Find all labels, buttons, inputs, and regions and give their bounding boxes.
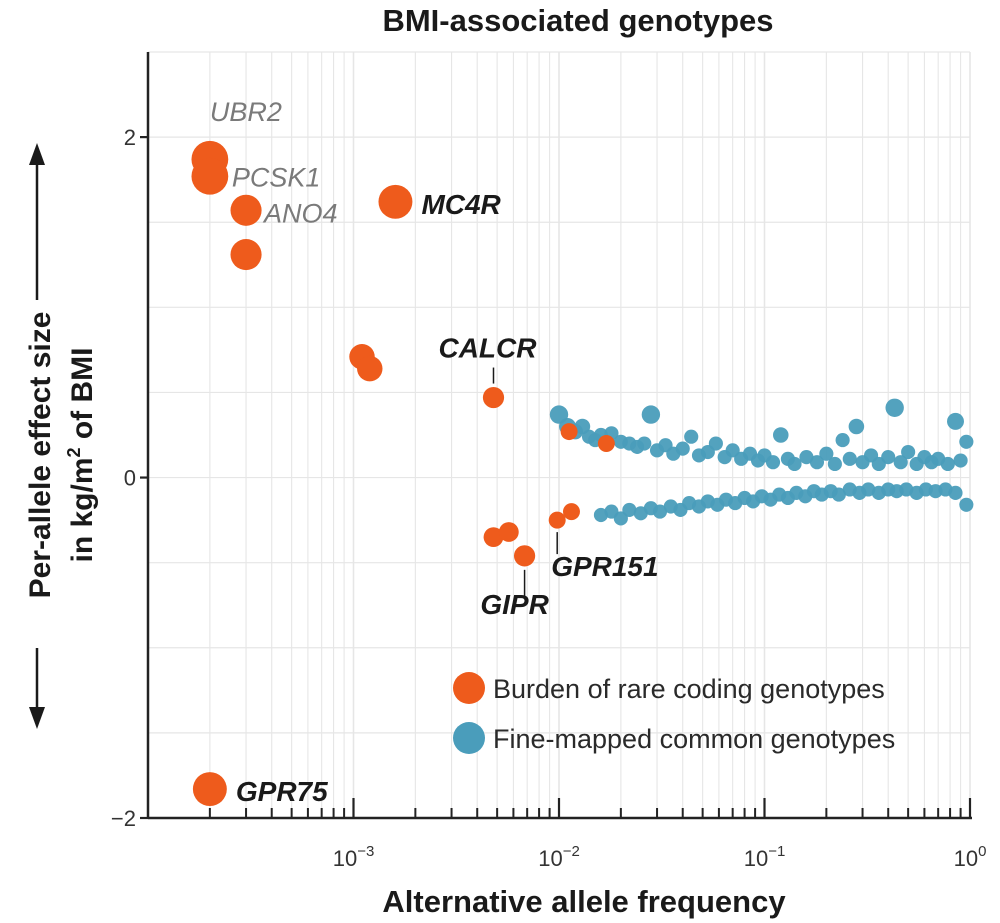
common-genotype-point bbox=[637, 436, 652, 451]
common-genotype-point bbox=[765, 455, 781, 470]
x-tick-label: 10−1 bbox=[744, 843, 786, 871]
common-genotype-point bbox=[842, 451, 857, 466]
common-genotype-point bbox=[947, 412, 964, 430]
rare-genotype-point bbox=[191, 157, 229, 195]
common-genotype-point bbox=[881, 450, 896, 465]
common-genotype-point bbox=[959, 434, 974, 449]
y-axis-ticks: 2 0 −2 bbox=[111, 125, 148, 831]
legend-marker-rare bbox=[453, 672, 485, 704]
y-axis-label-line2: in kg/m2 of BMI bbox=[64, 347, 99, 562]
common-genotype-point bbox=[959, 497, 974, 512]
y-axis-label-unit-sup: 2 bbox=[64, 447, 84, 457]
gene-label-gpr151: GPR151 bbox=[551, 551, 658, 582]
y-axis-label: Per-allele effect size in kg/m2 of BMI bbox=[24, 312, 99, 599]
rare-genotype-point bbox=[483, 527, 504, 548]
gene-label-calcr: CALCR bbox=[438, 333, 537, 364]
rare-genotype-point bbox=[230, 194, 262, 226]
gene-label-pcsk1: PCSK1 bbox=[232, 162, 321, 192]
common-genotype-point bbox=[652, 504, 668, 519]
rare-genotype-point bbox=[498, 522, 519, 542]
common-genotype-point bbox=[708, 436, 723, 451]
common-genotype-point bbox=[953, 453, 968, 468]
gene-label-ubr2: UBR2 bbox=[210, 97, 282, 127]
common-genotype-point bbox=[809, 455, 825, 470]
common-genotype-point bbox=[799, 450, 814, 465]
x-axis-ticks: 10−3 10−2 10−1 100 bbox=[208, 798, 987, 871]
common-genotype-point bbox=[893, 455, 908, 470]
x-tick-label: 10−2 bbox=[538, 843, 580, 871]
y-axis-label-unit-suffix: of BMI bbox=[66, 347, 99, 447]
rare-genotype-point bbox=[482, 386, 505, 409]
y-tick-label: −2 bbox=[111, 806, 136, 831]
common-genotype-point bbox=[675, 441, 690, 456]
common-genotype-point bbox=[622, 502, 637, 517]
y-axis-label-line1: Per-allele effect size bbox=[24, 312, 57, 599]
common-genotype-point bbox=[819, 446, 834, 461]
y-axis-label-unit: in kg/m bbox=[66, 457, 99, 562]
common-genotype-point bbox=[848, 418, 865, 435]
common-genotype-point bbox=[948, 485, 963, 500]
rare-genotype-point bbox=[513, 545, 536, 567]
rare-genotype-point bbox=[230, 239, 262, 271]
legend-label-common: Fine-mapped common genotypes bbox=[493, 724, 895, 754]
gene-label-mc4r: MC4R bbox=[421, 189, 501, 220]
rare-genotype-point bbox=[357, 355, 383, 382]
common-genotype-point bbox=[901, 444, 916, 460]
y-arrow-up bbox=[29, 143, 45, 300]
rare-genotype-point bbox=[192, 772, 227, 807]
chart-title: BMI-associated genotypes bbox=[382, 3, 773, 38]
gene-label-gipr: GIPR bbox=[480, 589, 549, 620]
common-genotype-point bbox=[835, 433, 850, 448]
rare-genotype-point bbox=[562, 503, 580, 521]
common-genotype-point bbox=[772, 427, 789, 443]
legend-marker-common bbox=[453, 722, 485, 754]
common-genotype-point bbox=[827, 456, 842, 472]
common-genotype-point bbox=[940, 456, 955, 472]
legend-label-rare: Burden of rare coding genotypes bbox=[493, 674, 885, 704]
common-genotype-point bbox=[641, 405, 661, 424]
common-genotype-point bbox=[885, 398, 904, 417]
y-tick-label: 0 bbox=[124, 466, 136, 491]
y-tick-label: 2 bbox=[124, 125, 136, 150]
rare-genotype-point bbox=[548, 511, 566, 529]
y-arrow-down bbox=[29, 648, 45, 729]
rare-genotype-point bbox=[378, 184, 413, 219]
x-tick-label: 10−3 bbox=[333, 843, 375, 871]
data-points bbox=[191, 140, 974, 807]
legend: Burden of rare coding genotypes Fine-map… bbox=[453, 672, 895, 754]
rare-genotype-point bbox=[597, 435, 615, 452]
rare-genotype-point bbox=[560, 423, 578, 441]
gene-label-ano4: ANO4 bbox=[262, 198, 338, 228]
common-genotype-point bbox=[787, 456, 802, 472]
common-genotype-point bbox=[831, 487, 846, 502]
gene-label-gpr75: GPR75 bbox=[236, 776, 328, 807]
x-tick-label: 100 bbox=[954, 843, 987, 871]
x-axis-label: Alternative allele frequency bbox=[382, 884, 786, 919]
common-genotype-point bbox=[684, 429, 699, 444]
